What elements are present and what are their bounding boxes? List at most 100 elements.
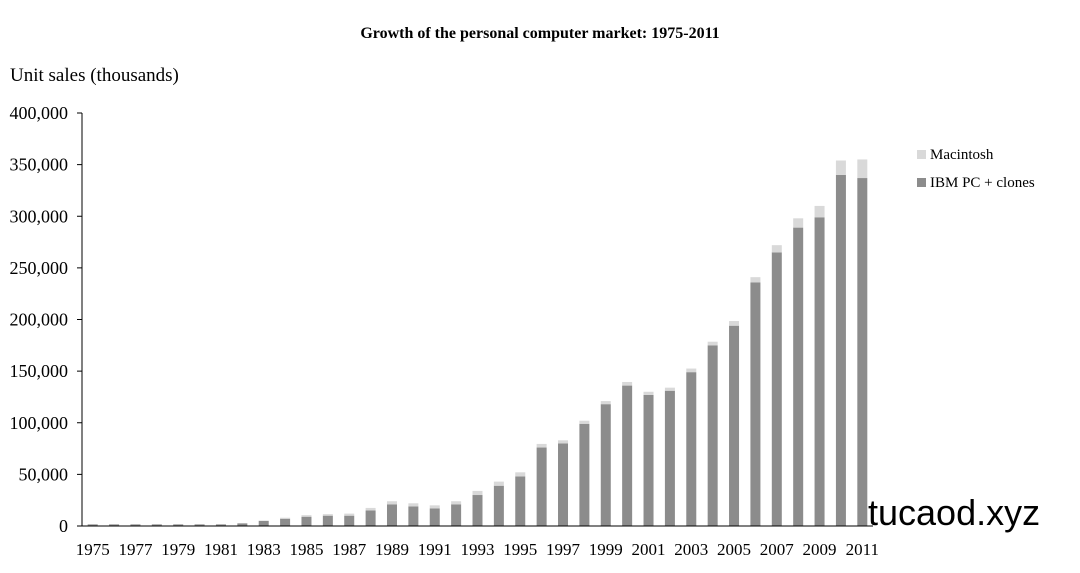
bar-ibm-pc-clones bbox=[386, 504, 397, 526]
bar-ibm-pc-clones bbox=[173, 524, 184, 526]
bar-macintosh bbox=[771, 245, 782, 253]
y-tick-label: 50,000 bbox=[19, 464, 69, 484]
bar-ibm-pc-clones bbox=[771, 252, 782, 526]
y-tick-label: 400,000 bbox=[10, 103, 69, 123]
x-tick-label: 2007 bbox=[760, 540, 795, 559]
x-tick-label: 1989 bbox=[375, 540, 409, 559]
bar-ibm-pc-clones bbox=[472, 495, 483, 526]
bar-macintosh bbox=[793, 218, 804, 228]
bar-ibm-pc-clones bbox=[793, 227, 804, 527]
bar-ibm-pc-clones bbox=[664, 390, 675, 526]
bar-ibm-pc-clones bbox=[558, 443, 569, 526]
bar-ibm-pc-clones bbox=[686, 372, 697, 526]
bar-ibm-pc-clones bbox=[515, 476, 526, 526]
legend-swatch bbox=[917, 150, 926, 159]
legend-swatch bbox=[917, 178, 926, 187]
bar-ibm-pc-clones bbox=[622, 385, 633, 526]
bar-macintosh bbox=[322, 514, 333, 516]
bar-macintosh bbox=[707, 341, 718, 346]
bar-ibm-pc-clones bbox=[835, 174, 846, 526]
bar-macintosh bbox=[365, 507, 376, 511]
x-tick-label: 1985 bbox=[289, 540, 323, 559]
bar-ibm-pc-clones bbox=[365, 510, 376, 526]
bar-ibm-pc-clones bbox=[579, 423, 590, 526]
bar-macintosh bbox=[472, 490, 483, 496]
x-tick-label: 1995 bbox=[503, 540, 537, 559]
bar-ibm-pc-clones bbox=[429, 508, 440, 526]
bar-ibm-pc-clones bbox=[750, 282, 761, 526]
y-axis-label: Unit sales (thousands) bbox=[10, 65, 179, 86]
y-tick-label: 150,000 bbox=[10, 361, 69, 381]
x-tick-label: 2011 bbox=[846, 540, 879, 559]
bar-macintosh bbox=[536, 443, 547, 448]
watermark-text: tucaod.xyz bbox=[868, 492, 1041, 533]
x-tick-label: 1993 bbox=[461, 540, 495, 559]
chart-title: Growth of the personal computer market: … bbox=[360, 25, 719, 42]
y-tick-label: 100,000 bbox=[10, 413, 69, 433]
x-tick-label: 2001 bbox=[632, 540, 666, 559]
bar-ibm-pc-clones bbox=[643, 394, 654, 526]
bar-ibm-pc-clones bbox=[600, 404, 611, 526]
bar-ibm-pc-clones bbox=[729, 325, 740, 526]
bar-macintosh bbox=[622, 381, 633, 386]
bar-ibm-pc-clones bbox=[215, 524, 226, 526]
bar-ibm-pc-clones bbox=[536, 447, 547, 526]
bar-ibm-pc-clones bbox=[451, 504, 462, 526]
bar-macintosh bbox=[558, 440, 569, 444]
bar-ibm-pc-clones bbox=[87, 524, 98, 526]
bar-macintosh bbox=[429, 505, 440, 509]
y-tick-label: 0 bbox=[59, 516, 68, 536]
bar-macintosh bbox=[600, 401, 611, 405]
bar-ibm-pc-clones bbox=[151, 524, 162, 526]
x-tick-label: 1999 bbox=[589, 540, 623, 559]
bar-macintosh bbox=[750, 277, 761, 283]
bar-macintosh bbox=[835, 160, 846, 175]
bar-macintosh bbox=[386, 501, 397, 505]
bar-ibm-pc-clones bbox=[707, 345, 718, 526]
x-tick-label: 1979 bbox=[161, 540, 195, 559]
bar-ibm-pc-clones bbox=[258, 520, 269, 526]
bar-macintosh bbox=[814, 205, 825, 218]
legend: Macintosh IBM PC + clones bbox=[917, 147, 1035, 191]
y-tick-label: 200,000 bbox=[10, 310, 69, 330]
bar-ibm-pc-clones bbox=[194, 524, 205, 526]
x-tick-label: 2009 bbox=[803, 540, 837, 559]
bar-macintosh bbox=[301, 515, 312, 517]
y-tick-label: 300,000 bbox=[10, 206, 69, 226]
bar-macintosh bbox=[643, 391, 654, 395]
bar-ibm-pc-clones bbox=[814, 217, 825, 526]
bar-ibm-pc-clones bbox=[493, 485, 504, 526]
bars-group bbox=[87, 159, 868, 527]
bar-macintosh bbox=[451, 501, 462, 505]
x-tick-label: 2003 bbox=[674, 540, 708, 559]
x-tick-label: 1991 bbox=[418, 540, 452, 559]
bar-ibm-pc-clones bbox=[301, 516, 312, 526]
x-tick-label: 2005 bbox=[717, 540, 751, 559]
x-tick-label: 1975 bbox=[76, 540, 110, 559]
y-tick-label: 350,000 bbox=[10, 155, 69, 175]
bar-macintosh bbox=[729, 321, 740, 326]
bar-macintosh bbox=[664, 387, 675, 391]
y-axis-ticks: 0 50,000 100,000 150,000 200,000 250,000 300,0… bbox=[10, 103, 82, 536]
bar-macintosh bbox=[493, 481, 504, 486]
bar-macintosh bbox=[686, 368, 697, 373]
x-tick-label: 1997 bbox=[546, 540, 581, 559]
x-tick-label: 1977 bbox=[118, 540, 153, 559]
bar-macintosh bbox=[280, 517, 291, 519]
x-tick-label: 1981 bbox=[204, 540, 238, 559]
bar-ibm-pc-clones bbox=[857, 178, 868, 527]
x-axis-ticks: 1975 1977 1979 1981 1983 1985 1987 1989 1991 1993… bbox=[76, 540, 879, 559]
bar-ibm-pc-clones bbox=[344, 515, 355, 526]
bar-macintosh bbox=[857, 159, 868, 179]
legend-label: Macintosh bbox=[930, 147, 994, 163]
y-tick-label: 250,000 bbox=[10, 258, 69, 278]
x-tick-label: 1987 bbox=[332, 540, 367, 559]
bar-macintosh bbox=[344, 513, 355, 516]
bar-ibm-pc-clones bbox=[280, 518, 291, 526]
bar-ibm-pc-clones bbox=[408, 506, 419, 526]
bar-ibm-pc-clones bbox=[109, 524, 120, 526]
bar-ibm-pc-clones bbox=[322, 515, 333, 526]
bar-macintosh bbox=[515, 472, 526, 477]
x-tick-label: 1983 bbox=[247, 540, 281, 559]
